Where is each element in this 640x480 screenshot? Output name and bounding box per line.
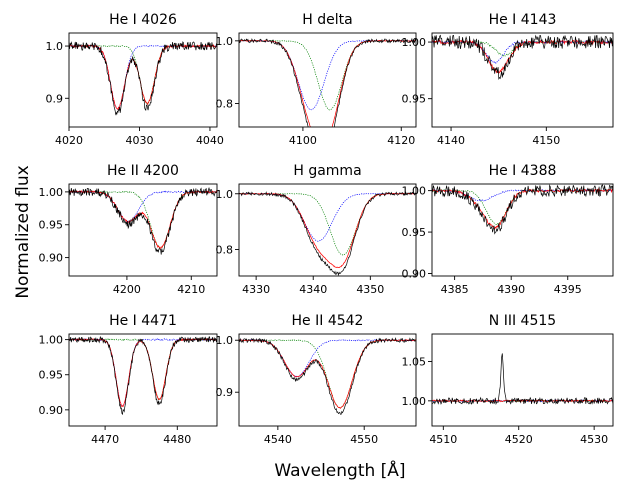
series-observed [69,41,217,116]
x-axis-label: Wavelength [Å] [274,459,405,480]
x-tick-label: 4040 [196,134,224,147]
x-tick-label: 4385 [441,283,469,296]
panel-6: He I 4388 4385 4390 4395 0.90 0.95 1.00 [402,163,614,296]
y-tick-label: 1.00 [402,36,427,49]
series-model [239,39,416,127]
y-tick-label: 1.00 [39,334,64,347]
x-tick-label: 4540 [264,433,292,446]
y-tick-label: 0.90 [39,404,64,417]
y-tick-label: 1.00 [402,185,427,198]
series-model [69,338,217,408]
x-tick-label: 4350 [356,283,384,296]
y-tick-label: 0.95 [39,369,64,382]
axes-frame [68,333,218,427]
axes-frame [431,183,614,277]
series-observed [239,337,416,415]
series-primary [239,339,416,378]
series-secondary [239,339,416,409]
x-tick-label: 4395 [554,283,582,296]
y-tick-label: 0.8 [216,98,234,111]
series-observed [432,184,613,235]
x-tick-label: 4120 [387,134,415,147]
panel-9: N III 4515 4510 4520 4530 1.00 1.05 [402,313,614,446]
y-tick-label: 0.9 [46,92,64,105]
panel-title: N III 4515 [489,313,556,329]
y-tick-label: 1.0 [216,35,234,48]
panel-title: H delta [302,12,352,28]
series-model [69,189,217,249]
y-tick-label: 1.00 [39,186,64,199]
series-secondary [239,193,416,256]
y-tick-label: 1.0 [46,40,64,53]
x-tick-label: 4100 [289,134,317,147]
x-tick-label: 4480 [163,433,191,446]
y-tick-label: 0.90 [402,268,427,281]
series-secondary [239,40,416,111]
x-tick-label: 4510 [429,433,457,446]
y-tick-label: 1.00 [402,395,427,408]
y-tick-label: 1.0 [216,334,234,347]
x-tick-label: 4470 [91,433,119,446]
axes-frame [238,183,417,277]
panel-2: H delta 4100 4120 0.8 1.0 [216,12,417,147]
x-tick-label: 4140 [437,134,465,147]
panel-7: He I 4471 4470 4480 0.90 0.95 1.00 [39,313,218,446]
axes-frame [431,333,614,427]
panel-title: He I 4388 [489,163,557,179]
x-tick-label: 4020 [55,134,83,147]
panel-4: He II 4200 4200 4210 0.90 0.95 1.00 [39,163,218,296]
x-tick-label: 4530 [580,433,608,446]
y-axis-label: Normalized flux [13,165,33,298]
x-tick-label: 4210 [177,283,205,296]
series-model [239,339,416,409]
x-tick-label: 4150 [532,134,560,147]
series-observed [69,187,217,255]
panel-title: He II 4200 [107,163,179,179]
axes-frame [238,333,417,427]
panel-8: He II 4542 4540 4550 0.9 1.0 [216,313,417,446]
x-tick-label: 4390 [497,283,525,296]
axes-frame [68,183,218,277]
series-secondary [69,338,217,401]
series-observed [239,37,416,127]
series-secondary [69,190,217,249]
panel-title: He I 4471 [109,313,177,329]
panel-title: He I 4143 [489,12,557,28]
y-tick-label: 0.95 [402,226,427,239]
axes-frame [431,32,614,128]
y-tick-label: 1.0 [216,188,234,201]
axes-frame [238,32,417,128]
x-tick-label: 4550 [350,433,378,446]
panel-title: H gamma [293,163,361,179]
series-primary [239,193,416,242]
y-tick-label: 1.05 [402,356,427,369]
axes-frame [68,32,218,128]
series-primary [69,338,217,407]
series-observed [432,353,613,406]
panel-1: He I 4026 4020 4030 4040 0.9 1.0 [46,12,224,147]
series-primary [239,40,416,111]
series-model [239,192,416,268]
x-tick-label: 4520 [505,433,533,446]
panel-title: He II 4542 [292,313,364,329]
y-tick-label: 0.8 [216,244,234,257]
x-tick-label: 4330 [242,283,270,296]
y-tick-label: 0.9 [216,386,234,399]
panel-title: He I 4026 [109,12,177,28]
x-tick-label: 4030 [125,134,153,147]
x-tick-label: 4200 [113,283,141,296]
series-observed [69,335,217,416]
y-tick-label: 0.95 [39,219,64,232]
panel-5: H gamma 4330 4340 4350 0.8 1.0 [216,163,417,296]
series-observed [432,34,613,81]
x-tick-label: 4340 [299,283,327,296]
panel-3: He I 4143 4140 4150 0.95 1.00 [402,12,614,147]
y-tick-label: 0.95 [402,93,427,106]
y-tick-label: 0.90 [39,252,64,265]
series-observed [239,191,416,276]
